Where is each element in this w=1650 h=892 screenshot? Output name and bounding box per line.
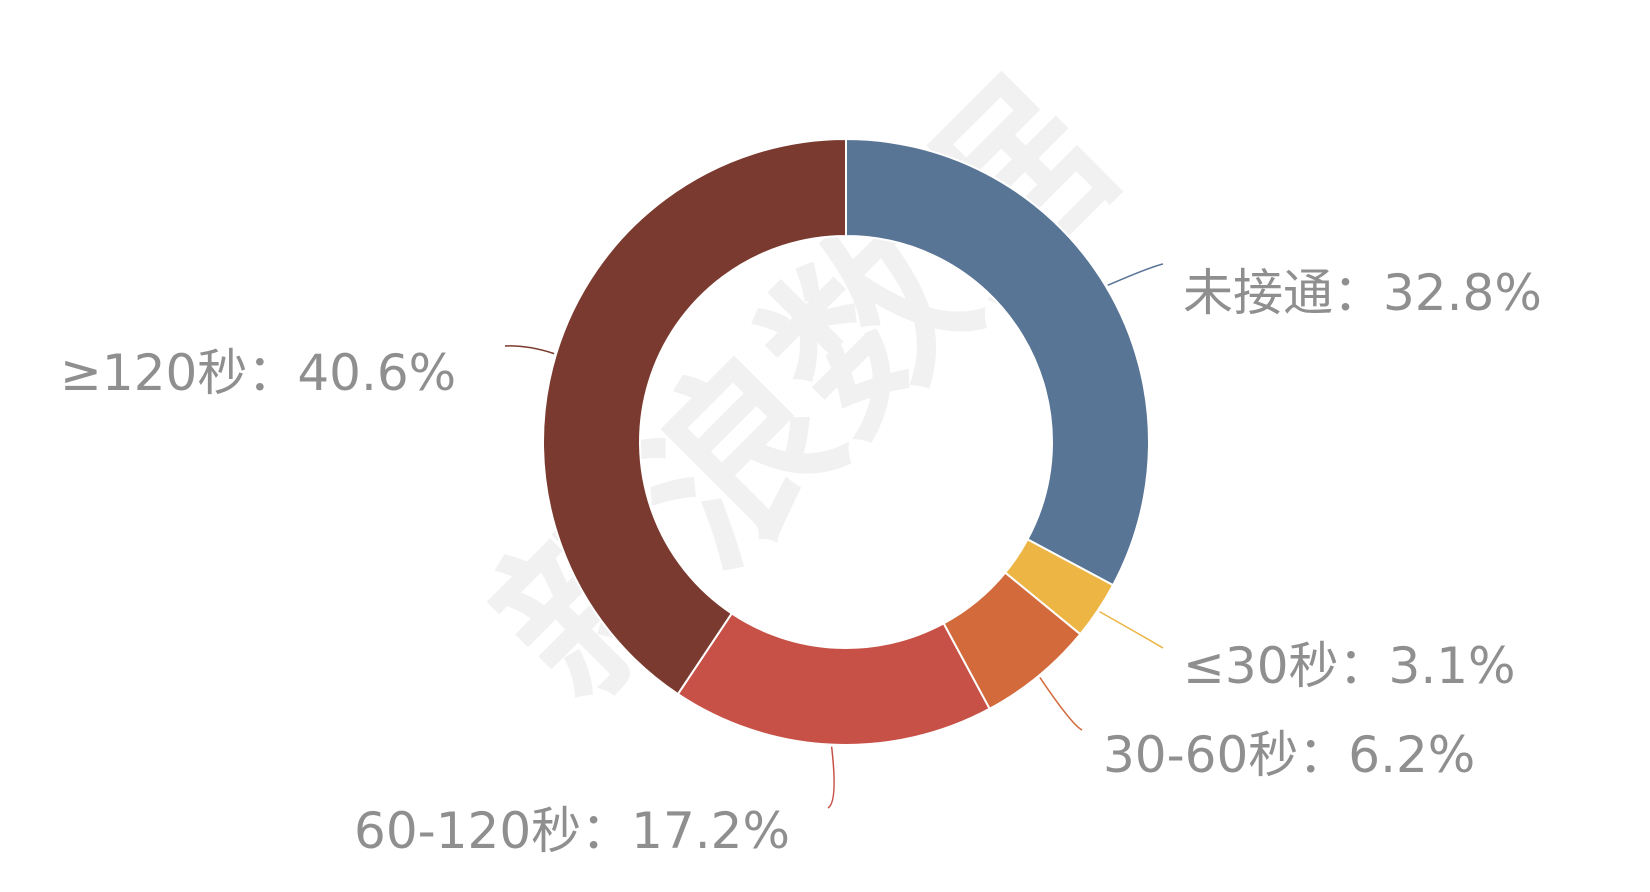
leader-le-30s	[1099, 610, 1164, 649]
label-ge-120s: ≥120秒：40.6%	[60, 344, 456, 402]
slice-60-120s	[676, 612, 991, 746]
slice-unanswered	[845, 137, 1150, 587]
leader-30-60s	[1039, 677, 1083, 731]
leader-ge-120s	[504, 345, 555, 355]
slice-ge-120s	[542, 137, 847, 696]
label-unanswered: 未接通：32.8%	[1183, 264, 1542, 322]
leader-lines	[504, 263, 1164, 809]
label-le-30s: ≤30秒：3.1%	[1183, 637, 1516, 695]
donut-slices	[542, 137, 1150, 746]
leader-unanswered	[1107, 263, 1164, 287]
leader-60-120s	[827, 746, 835, 809]
label-60-120s: 60-120秒：17.2%	[354, 802, 790, 860]
slice-labels: 未接通：32.8% ≤30秒：3.1% 30-60秒：6.2% 60-120秒：17.…	[60, 264, 1542, 860]
label-30-60s: 30-60秒：6.2%	[1103, 726, 1475, 784]
